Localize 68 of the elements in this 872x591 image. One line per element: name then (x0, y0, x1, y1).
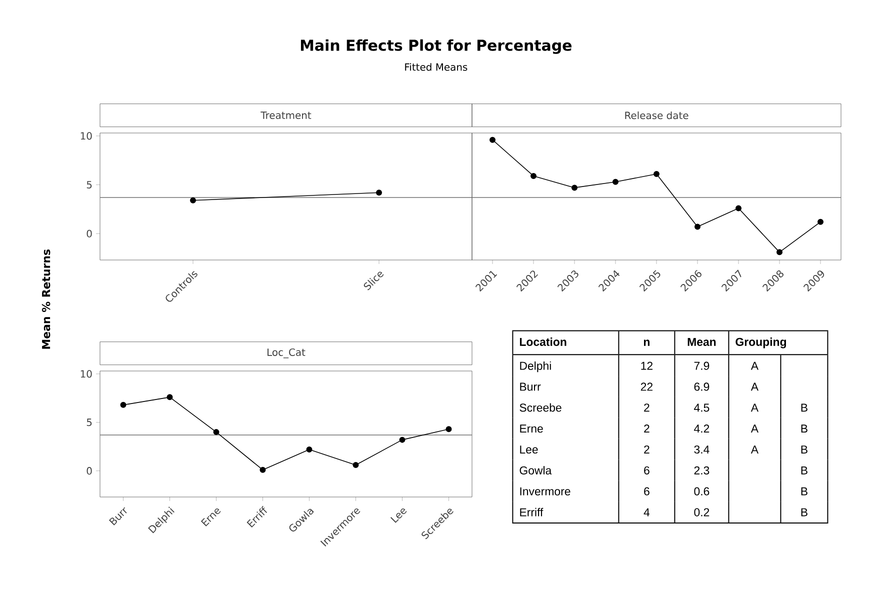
point (490, 136, 496, 143)
y-tick-label: 5 (86, 418, 92, 426)
text: Gowla (520, 466, 552, 474)
text: 22 (640, 382, 652, 391)
text: 6 (644, 487, 650, 496)
text: 2 (644, 424, 650, 433)
point (736, 205, 742, 212)
text: B (801, 466, 808, 474)
point (694, 224, 701, 230)
text: 2 (644, 445, 650, 454)
y-tick-label: 0 (86, 467, 92, 475)
x-tick-label: Lee (390, 508, 407, 523)
text: 6.9 (694, 382, 710, 391)
text: 4 (644, 508, 650, 516)
point (572, 184, 578, 191)
point (120, 402, 126, 408)
text: Burr (520, 382, 541, 391)
category-label: Location (520, 338, 566, 346)
text: 0.6 (694, 487, 710, 496)
text: 12 (641, 362, 652, 370)
point (818, 218, 824, 225)
text: Main Effects Plot for Percentage (300, 39, 572, 54)
text: 4.5 (694, 404, 710, 412)
text: Fitted Means (405, 63, 468, 71)
text: B (801, 404, 808, 412)
category-label: Grouping (736, 338, 786, 348)
text: 0.2 (694, 508, 710, 516)
text: B (801, 424, 808, 433)
point (213, 429, 220, 436)
y-axis-title: Mean % Returns (42, 250, 50, 349)
point (776, 249, 783, 256)
text: Delphi (520, 361, 551, 372)
text: A (750, 404, 758, 412)
point (612, 178, 619, 185)
text: 3.4 (694, 445, 710, 454)
text: B (801, 508, 808, 516)
text: Screebe (520, 403, 562, 412)
point (260, 466, 266, 473)
chart-title: Release date (625, 111, 688, 120)
text: Lee (520, 446, 538, 454)
text: A (750, 446, 758, 454)
text: B (801, 487, 808, 496)
point (166, 394, 173, 400)
category-label: Mean (688, 338, 716, 346)
point (399, 436, 406, 443)
text: 2 (644, 404, 650, 412)
text: 6 (644, 466, 650, 474)
text: B (801, 446, 808, 454)
point (306, 446, 312, 453)
point (530, 172, 537, 179)
text: A (750, 424, 758, 433)
text: 2.3 (694, 466, 710, 474)
text: Erne (520, 424, 543, 433)
chart-title: Loc_Cat (268, 348, 306, 358)
y-tick-label: 10 (80, 132, 92, 140)
point (654, 171, 660, 178)
text: A (750, 382, 758, 391)
text: 4.2 (694, 424, 710, 433)
point (352, 462, 359, 468)
chart-title: Treatment (260, 112, 312, 120)
y-tick-label: 10 (80, 370, 92, 378)
text: A (750, 362, 758, 370)
text: Invermore (520, 487, 570, 496)
text: 7.9 (694, 362, 710, 370)
y-tick-label: 5 (86, 181, 92, 188)
point (446, 426, 452, 432)
category-label: n (644, 340, 650, 346)
y-tick-label: 0 (86, 230, 92, 238)
